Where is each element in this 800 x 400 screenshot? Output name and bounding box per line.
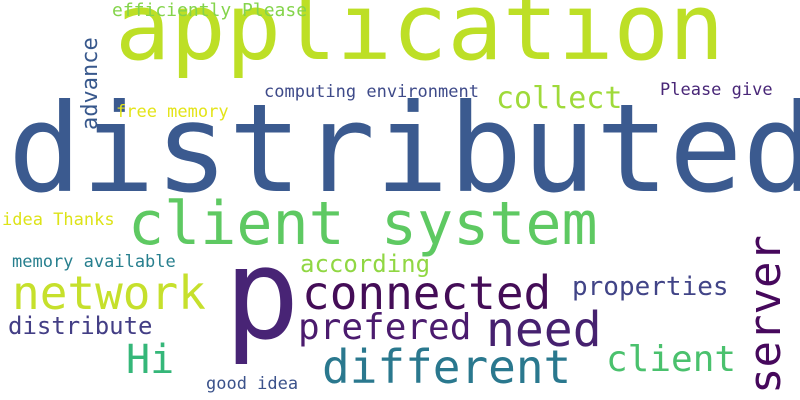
- word-prefered: prefered: [298, 307, 472, 348]
- word-client: client: [606, 339, 737, 380]
- word-good-idea: good idea: [206, 374, 299, 394]
- word-network: network: [12, 266, 206, 320]
- word-connected: connected: [302, 266, 552, 320]
- word-client-system: client system: [128, 189, 598, 259]
- word-application: application: [115, 0, 725, 81]
- word-free-memory: free memory: [116, 102, 229, 122]
- word-please-give: Please give: [660, 80, 773, 100]
- word-distributed: distributed: [8, 78, 800, 220]
- word-advance: advance: [78, 37, 103, 130]
- word-according: according: [300, 250, 431, 278]
- word-server: server: [740, 235, 791, 394]
- word-distribute: distribute: [8, 312, 153, 340]
- word-hi: Hi: [126, 337, 175, 383]
- word-memory-available: memory available: [12, 252, 176, 272]
- word-properties: properties: [572, 272, 729, 302]
- word-computing-environment: computing environment: [264, 82, 479, 102]
- word-different: different: [322, 340, 572, 394]
- word-p: p: [224, 221, 300, 368]
- word-efficiently-please: efficiently Please: [112, 0, 308, 21]
- word-need: need: [486, 302, 602, 358]
- word-collect: collect: [496, 81, 623, 116]
- word-idea-thanks: idea Thanks: [2, 210, 115, 230]
